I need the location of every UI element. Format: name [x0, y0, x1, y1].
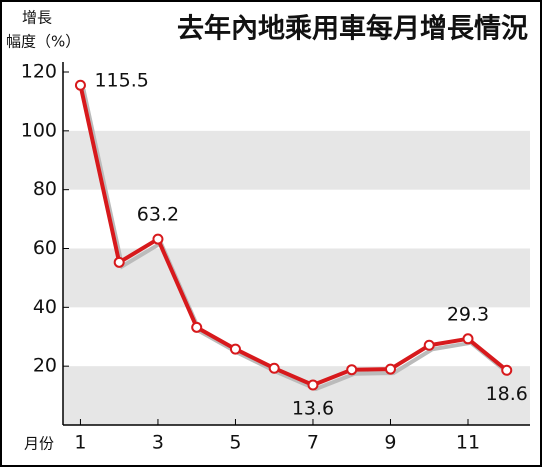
x-tick-label: 5	[229, 432, 241, 454]
marker	[307, 379, 319, 391]
marker	[74, 79, 86, 91]
line	[78, 84, 509, 387]
marker	[346, 364, 358, 376]
x-tick-label: 11	[456, 432, 480, 454]
grid-band	[63, 248, 530, 308]
y-label-line1: 增長	[22, 9, 52, 27]
marker	[462, 333, 474, 345]
marker	[191, 321, 203, 333]
y-label-line2: 幅度（%）	[6, 33, 80, 51]
y-tick-label: 40	[33, 296, 57, 318]
x-tick-label: 1	[74, 432, 86, 454]
data-label: 13.6	[292, 397, 334, 419]
y-tick-label: 80	[33, 178, 57, 200]
marker	[113, 256, 125, 268]
marker	[423, 339, 435, 351]
marker	[384, 363, 396, 375]
grid-band	[63, 130, 530, 190]
chart-title: 去年內地乘用車每月增長情況	[177, 13, 528, 45]
marker	[268, 362, 280, 374]
x-tick-label: 7	[307, 432, 319, 454]
y-tick-label: 60	[33, 237, 57, 259]
line-shadow	[81, 88, 512, 392]
marker	[152, 233, 164, 245]
marker	[501, 364, 513, 376]
marker	[229, 343, 241, 355]
x-tick-label: 9	[384, 432, 396, 454]
data-label: 18.6	[486, 383, 528, 405]
data-label: 115.5	[94, 70, 148, 92]
data-label: 29.3	[447, 303, 489, 325]
y-tick-label: 100	[21, 119, 57, 141]
x-label: 月份	[24, 435, 54, 453]
y-tick-label: 20	[33, 355, 57, 377]
y-tick-label: 120	[21, 61, 57, 83]
x-tick-label: 3	[152, 432, 164, 454]
data-label: 63.2	[137, 204, 179, 226]
